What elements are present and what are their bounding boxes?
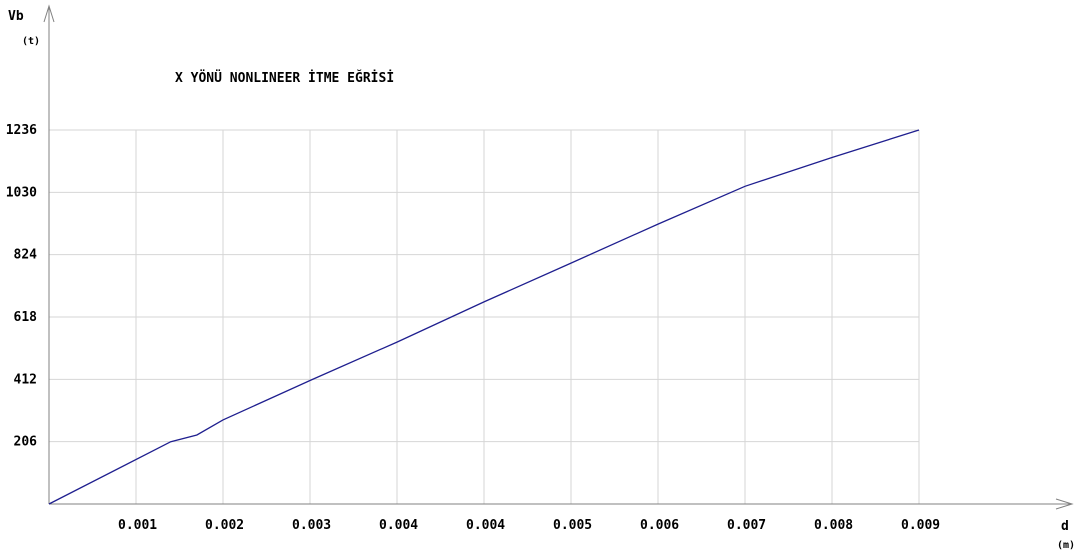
y-axis-name: Vb [8,9,24,24]
x-tick-label: 0.006 [640,518,679,533]
x-tick-label: 0.009 [901,518,940,533]
tick-labels: 0.001 0.002 0.003 0.004 0.004 0.005 0.006 0.007… [6,123,940,533]
x-tick-label: 0.005 [553,518,592,533]
chart-title: X YÖNÜ NONLINEER İTME EĞRİSİ [175,70,394,86]
y-tick-label: 412 [14,372,37,387]
pushover-curve [48,129,920,505]
x-tick-label: 0.007 [727,518,766,533]
y-tick-label: 206 [14,435,38,450]
grid [49,129,920,504]
series-layer [48,129,920,505]
y-tick-label: 824 [14,248,38,263]
x-tick-label: 0.008 [814,518,853,533]
x-axis-name: d [1061,519,1069,534]
x-tick-label: 0.001 [118,518,157,533]
y-tick-label: 618 [14,310,38,325]
y-axis-arrow [43,4,55,23]
x-axis-arrow [1055,498,1074,510]
y-tick-label: 1236 [6,123,37,138]
x-tick-label: 0.003 [292,518,331,533]
x-tick-label: 0.004 [379,518,418,533]
x-tick-label: 0.004 [466,518,505,533]
x-tick-label: 0.002 [205,518,244,533]
y-tick-label: 1030 [6,185,37,200]
x-axis-unit: (m) [1057,540,1075,551]
axes [43,4,1074,510]
y-axis-unit: (t) [22,36,40,47]
